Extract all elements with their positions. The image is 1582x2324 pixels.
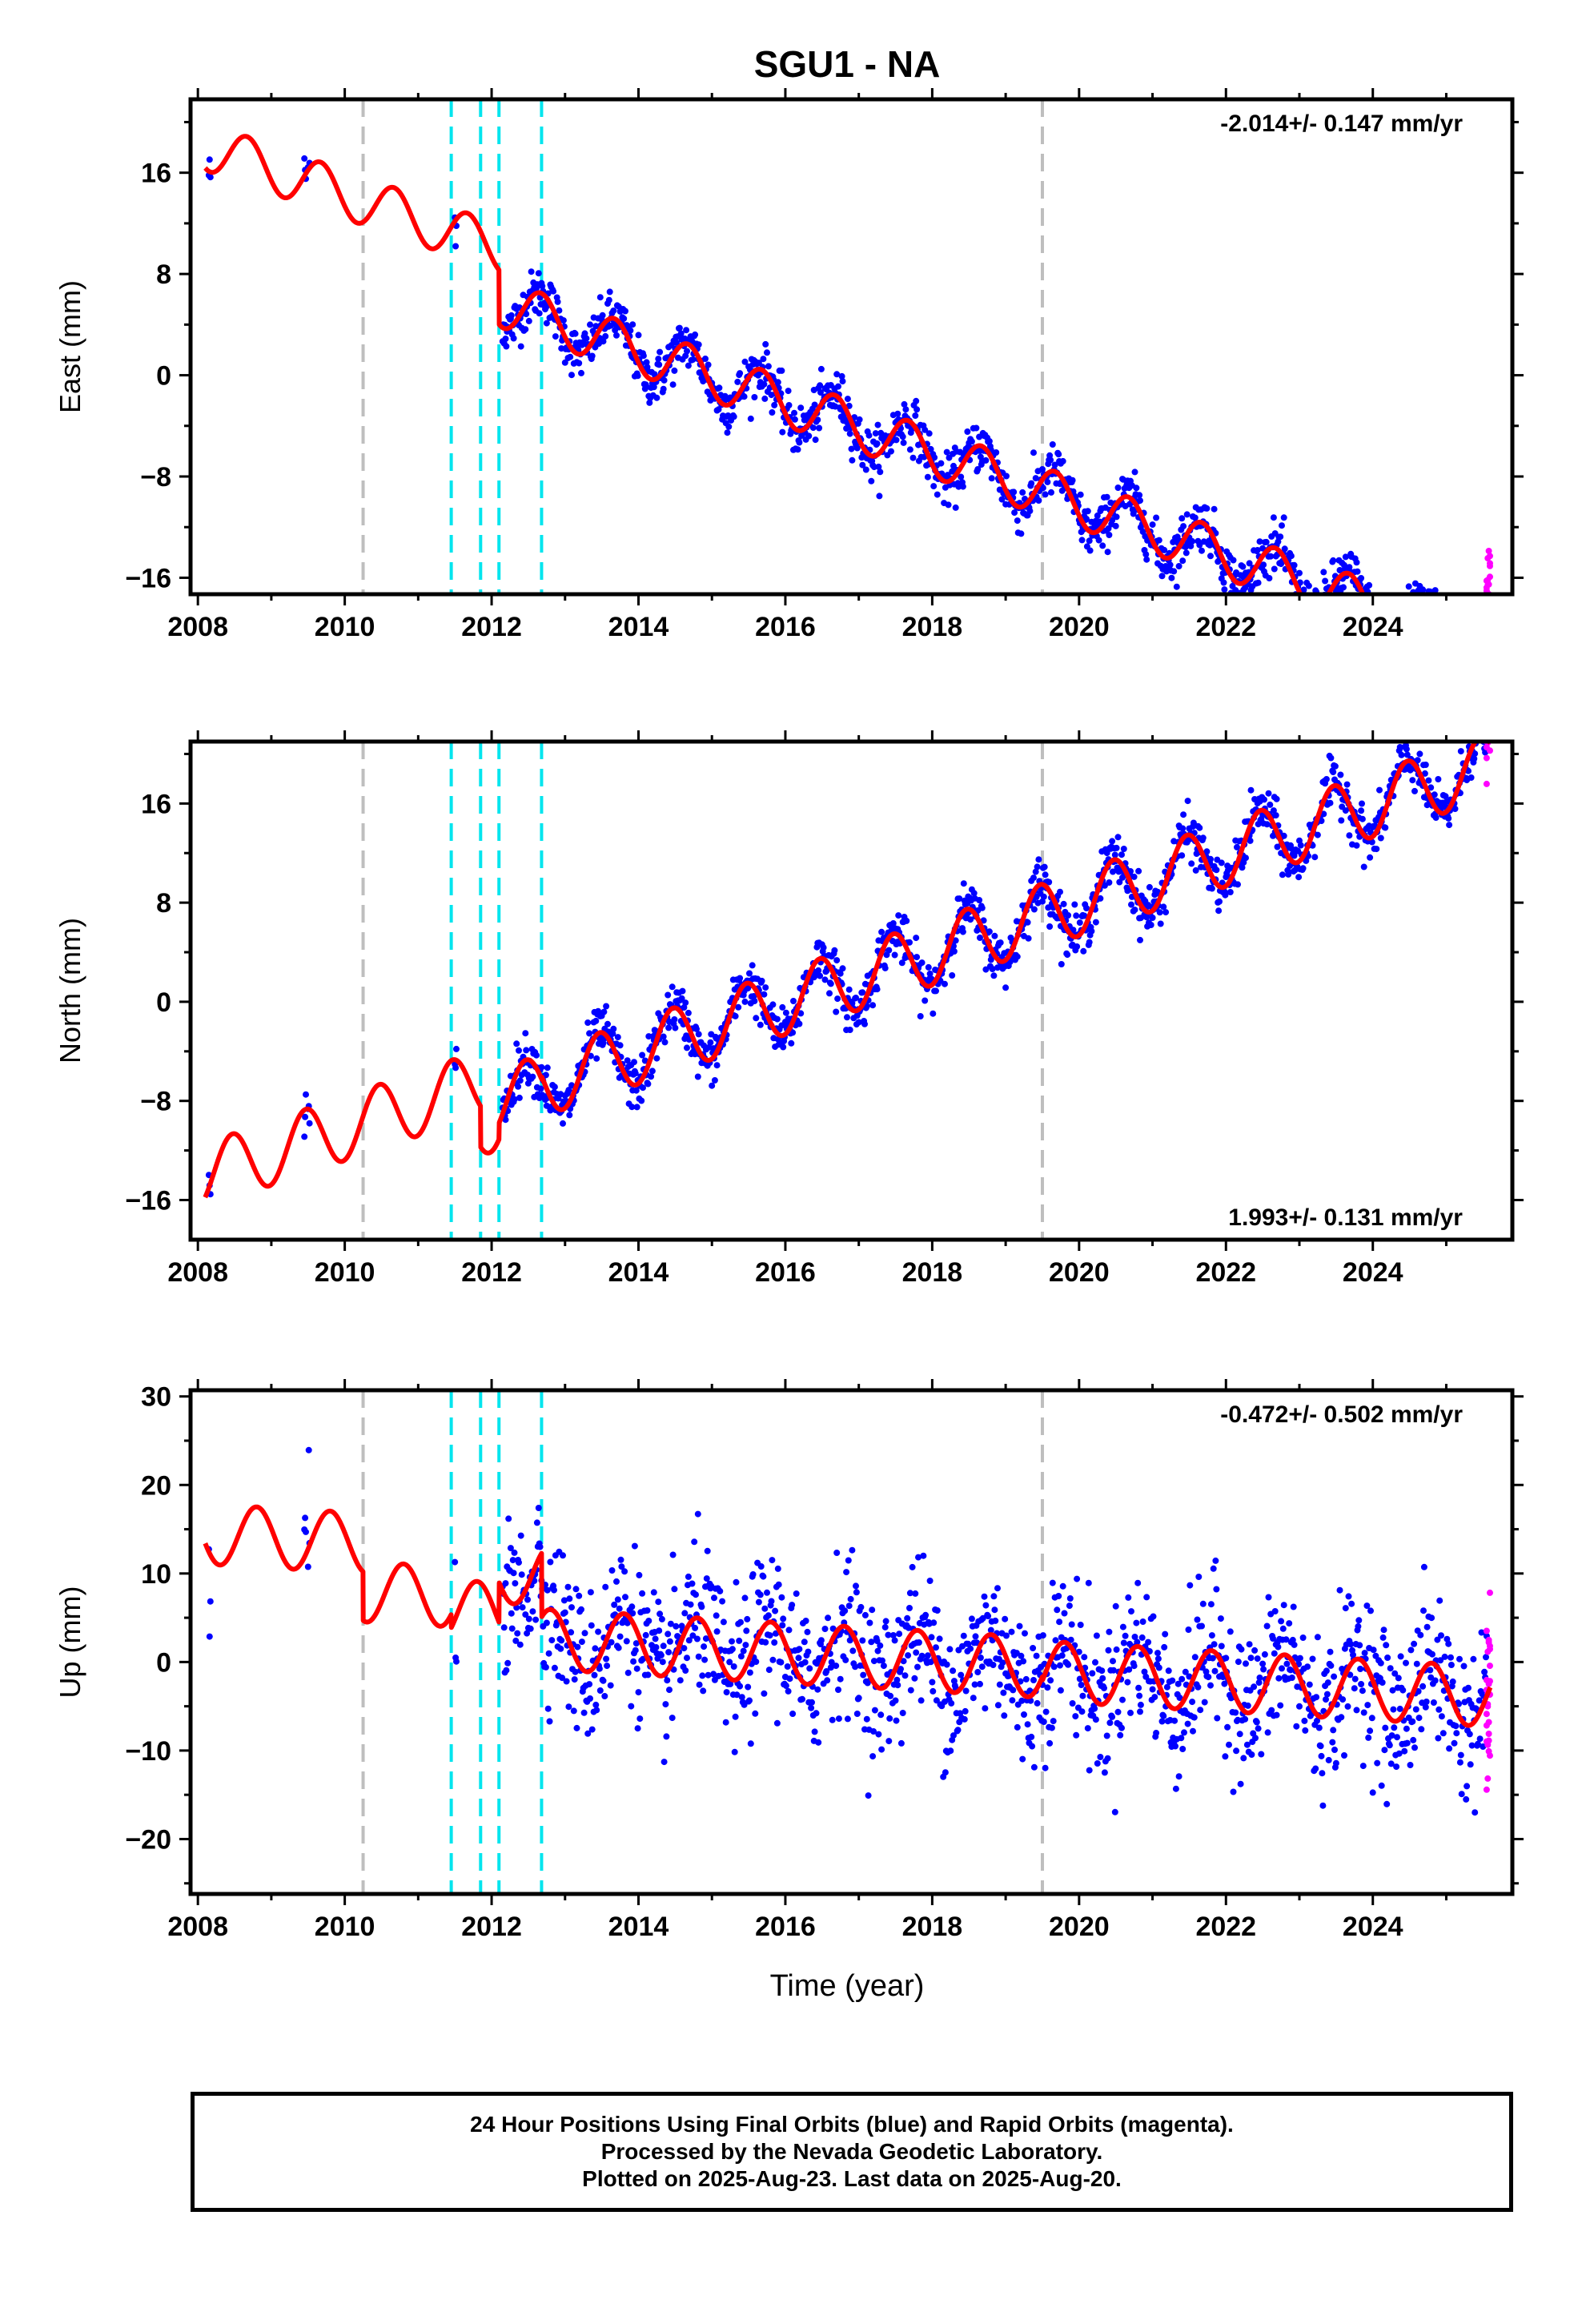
rapid-orbit-points-east <box>1483 548 1493 594</box>
x-tick-label-east-2016: 2016 <box>755 612 816 642</box>
x-tick-label-up-2010: 2010 <box>315 1912 375 1942</box>
x-tick-label-north-2008: 2008 <box>167 1257 228 1288</box>
y-tick-label-north: −16 <box>125 1185 171 1216</box>
rate-annotation-north: 1.993+/- 0.131 mm/yr <box>1228 1204 1463 1231</box>
x-tick-label-north-2014: 2014 <box>608 1257 669 1288</box>
y-axis-label-east: East (mm) <box>54 280 86 413</box>
x-tick-label-east-2008: 2008 <box>167 612 228 642</box>
y-tick-label-up: −10 <box>125 1736 171 1767</box>
plot-frame-north <box>188 739 1515 1242</box>
x-tick-label-east-2018: 2018 <box>902 612 963 642</box>
x-tick-label-up-2020: 2020 <box>1049 1912 1110 1942</box>
y-tick-label-north: 0 <box>156 987 171 1018</box>
footer-line-3: Plotted on 2025-Aug-23. Last data on 202… <box>582 2166 1122 2191</box>
y-tick-label-up: 0 <box>156 1647 171 1678</box>
rapid-orbit-points-north <box>1483 742 1493 787</box>
footer-line-1: 24 Hour Positions Using Final Orbits (bl… <box>470 2112 1234 2137</box>
x-tick-label-up-2022: 2022 <box>1195 1912 1256 1942</box>
x-tick-label-up-2012: 2012 <box>461 1912 522 1942</box>
y-axis-label-north: North (mm) <box>54 918 86 1063</box>
y-tick-label-east: 8 <box>156 259 171 290</box>
y-tick-label-up: −20 <box>125 1824 171 1855</box>
x-tick-label-north-2012: 2012 <box>461 1257 522 1288</box>
plot-area-east <box>203 99 1493 594</box>
y-tick-label-east: −8 <box>140 462 171 493</box>
up-panel: 2008 2010 2012 2014 2016 2018 2020 2022 2024−20−… <box>54 1379 1524 1942</box>
x-tick-label-up-2008: 2008 <box>167 1912 228 1942</box>
y-tick-label-up: 30 <box>141 1382 171 1413</box>
x-axis-label: Time (year) <box>770 1969 925 2003</box>
x-tick-label-east-2024: 2024 <box>1343 612 1403 642</box>
y-tick-label-up: 10 <box>141 1559 171 1590</box>
x-tick-label-east-2014: 2014 <box>608 612 669 642</box>
north-panel: 2008 2010 2012 2014 2016 2018 2020 2022 2024 −16 −… <box>54 730 1524 1288</box>
x-tick-label-east-2012: 2012 <box>461 612 522 642</box>
x-tick-label-north-2022: 2022 <box>1195 1257 1256 1288</box>
plot-frame-east <box>188 97 1515 597</box>
east-panel: 2008 2010 2012 2014 2016 2018 2020 2022 2024 −16 −… <box>54 88 1524 642</box>
page-title: SGU1 - NA <box>754 43 941 85</box>
x-tick-label-up-2024: 2024 <box>1343 1912 1403 1942</box>
plot-frame-up <box>188 1388 1515 1896</box>
y-tick-label-north: −8 <box>140 1087 171 1117</box>
x-tick-label-up-2016: 2016 <box>755 1912 816 1942</box>
rate-annotation-up: -0.472+/- 0.502 mm/yr <box>1220 1401 1463 1428</box>
x-tick-label-north-2018: 2018 <box>902 1257 963 1288</box>
y-tick-label-north: 16 <box>141 789 171 819</box>
y-tick-label-north: 8 <box>156 888 171 919</box>
plot-area-north <box>203 742 1493 1240</box>
x-tick-label-east-2022: 2022 <box>1195 612 1256 642</box>
y-tick-label-east: 0 <box>156 361 171 392</box>
footer-note-box: 24 Hour Positions Using Final Orbits (bl… <box>191 2092 1513 2212</box>
x-tick-label-up-2014: 2014 <box>608 1912 669 1942</box>
x-tick-label-east-2020: 2020 <box>1049 612 1110 642</box>
y-tick-label-east: 16 <box>141 159 171 189</box>
model-line-up <box>203 1504 1493 1728</box>
x-tick-label-north-2016: 2016 <box>755 1257 816 1288</box>
x-tick-label-up-2018: 2018 <box>902 1912 963 1942</box>
x-tick-label-north-2024: 2024 <box>1343 1257 1403 1288</box>
y-tick-label-up: 20 <box>141 1470 171 1501</box>
final-orbit-points-east <box>205 155 1439 594</box>
y-axis-label-up: Up (mm) <box>54 1586 86 1699</box>
footer-line-2: Processed by the Nevada Geodetic Laborat… <box>600 2139 1103 2164</box>
y-tick-label-east: −16 <box>125 563 171 593</box>
plot-area-up <box>203 1390 1493 1894</box>
rate-annotation-east: -2.014+/- 0.147 mm/yr <box>1220 111 1463 137</box>
x-tick-label-east-2010: 2010 <box>315 612 375 642</box>
x-tick-label-north-2020: 2020 <box>1049 1257 1110 1288</box>
x-tick-label-north-2010: 2010 <box>315 1257 375 1288</box>
model-line-north <box>203 742 1493 1200</box>
model-line-east <box>203 134 1366 594</box>
final-orbit-points-north <box>205 742 1489 1198</box>
